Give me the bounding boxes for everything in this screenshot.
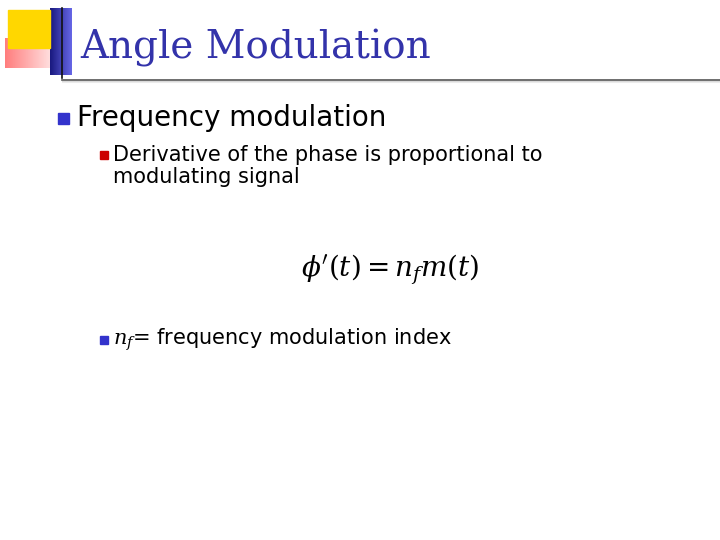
Bar — [100, 336, 108, 344]
Text: Angle Modulation: Angle Modulation — [80, 29, 431, 67]
Bar — [8, 10, 50, 48]
Bar — [100, 151, 108, 159]
Text: modulating signal: modulating signal — [113, 167, 300, 187]
Text: $n_f$= frequency modulation index: $n_f$= frequency modulation index — [113, 327, 452, 353]
Bar — [58, 112, 69, 124]
Text: Derivative of the phase is proportional to: Derivative of the phase is proportional … — [113, 145, 542, 165]
Text: $\phi'(t)=n_f m(t)$: $\phi'(t)=n_f m(t)$ — [301, 253, 480, 287]
Text: Frequency modulation: Frequency modulation — [77, 104, 387, 132]
